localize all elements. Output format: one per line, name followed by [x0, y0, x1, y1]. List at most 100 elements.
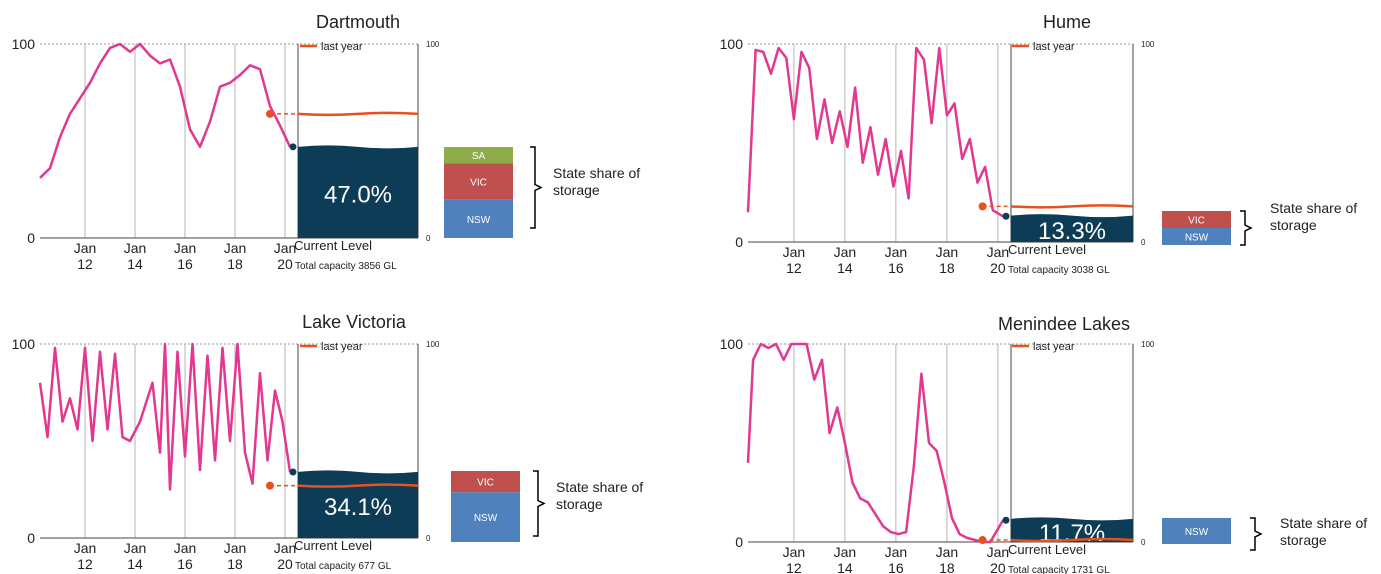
y-tick-label: 0 — [735, 534, 743, 550]
x-tick-label: Jan — [783, 244, 806, 260]
right-tick-label: 100 — [1141, 40, 1155, 49]
x-tick-label: 14 — [837, 260, 853, 276]
legend-label: last year — [321, 41, 363, 53]
right-tick-label: 100 — [1141, 340, 1155, 349]
current-level-value: 47.0% — [324, 181, 392, 208]
x-tick-label: Jan — [834, 244, 857, 260]
state-share-label: NSW — [474, 513, 498, 524]
x-tick-label: 12 — [786, 260, 802, 276]
x-tick-label: 12 — [77, 556, 93, 572]
x-tick-label: Jan — [987, 544, 1010, 560]
right-tick-label: 100 — [426, 340, 440, 349]
x-tick-label: Jan — [274, 540, 297, 556]
last-year-line — [1010, 204, 1134, 209]
y-tick-label: 0 — [735, 234, 743, 250]
history-line — [39, 42, 292, 179]
state-share-caption: storage — [1270, 217, 1317, 233]
state-share-brace — [1240, 210, 1253, 246]
x-tick-label: Jan — [224, 540, 247, 556]
x-tick-label: 16 — [888, 260, 904, 276]
chart-title: Lake Victoria — [302, 312, 407, 332]
state-share-caption: storage — [1280, 532, 1327, 548]
state-share-caption: State share of — [1280, 515, 1367, 531]
x-tick-label: 14 — [127, 256, 143, 272]
x-tick-label: Jan — [885, 544, 908, 560]
right-tick-label: 0 — [1141, 238, 1146, 247]
state-share-caption: storage — [556, 496, 603, 512]
current-level-value: 34.1% — [324, 494, 392, 521]
legend-label: last year — [1033, 41, 1075, 53]
history-line — [38, 342, 292, 491]
current-level-label: Current Level — [1008, 242, 1086, 257]
current-point — [289, 143, 297, 151]
x-tick-label: Jan — [124, 240, 147, 256]
x-tick-label: 20 — [990, 560, 1006, 574]
state-share-caption: State share of — [553, 165, 640, 181]
state-share-label: VIC — [470, 178, 487, 189]
state-share-segment-nsw — [1162, 228, 1231, 245]
right-tick-label: 100 — [426, 40, 440, 49]
state-share-segment-nsw — [451, 492, 520, 542]
x-tick-label: 18 — [227, 556, 243, 572]
state-share-label: NSW — [1185, 233, 1209, 244]
last-year-line — [297, 483, 419, 488]
last-year-line — [1010, 537, 1134, 543]
y-tick-label: 100 — [12, 36, 36, 52]
current-level-label: Current Level — [1008, 542, 1086, 557]
current-point — [1002, 212, 1010, 220]
x-tick-label: Jan — [124, 540, 147, 556]
state-share-label: NSW — [1185, 527, 1209, 538]
y-tick-label: 0 — [27, 230, 35, 246]
state-share-label: VIC — [1188, 216, 1205, 227]
last-year-point — [978, 536, 987, 545]
state-share-segment-nsw — [444, 199, 513, 238]
state-share-segment-vic — [451, 471, 520, 493]
x-tick-label: Jan — [74, 540, 97, 556]
x-tick-label: 16 — [177, 556, 193, 572]
legend-label: last year — [1033, 341, 1075, 353]
total-capacity-label: Total capacity 3856 GL — [295, 261, 397, 272]
y-tick-label: 100 — [720, 36, 744, 52]
state-share-label: VIC — [477, 478, 494, 489]
right-tick-label: 0 — [426, 234, 431, 243]
legend-label: last year — [321, 341, 363, 353]
state-share-brace — [1250, 517, 1263, 551]
x-tick-label: 18 — [939, 560, 955, 574]
x-tick-label: 14 — [837, 560, 853, 574]
x-tick-label: Jan — [783, 544, 806, 560]
state-share-caption: State share of — [1270, 200, 1357, 216]
right-tick-label: 0 — [426, 534, 431, 543]
x-tick-label: 20 — [277, 256, 293, 272]
current-level-fill — [1011, 214, 1133, 242]
x-tick-label: 16 — [888, 560, 904, 574]
y-tick-label: 100 — [12, 336, 36, 352]
chart-panel-2: Hume10001000Jan12Jan14Jan16Jan18Jan2013.… — [720, 12, 1358, 276]
x-tick-label: Jan — [936, 544, 959, 560]
last-year-point — [978, 202, 987, 211]
y-tick-label: 100 — [720, 336, 744, 352]
last-year-point — [266, 481, 274, 490]
state-share-caption: storage — [553, 182, 600, 198]
history-line — [746, 342, 1005, 544]
x-tick-label: Jan — [224, 240, 247, 256]
y-tick-label: 0 — [27, 530, 35, 546]
chart-title: Dartmouth — [316, 12, 400, 32]
x-tick-label: 20 — [277, 556, 293, 572]
x-tick-label: Jan — [274, 240, 297, 256]
chart-title: Hume — [1043, 12, 1091, 32]
chart-panel-4: Menindee Lakes10001000Jan12Jan14Jan16Jan… — [720, 314, 1368, 574]
last-year-point — [266, 109, 274, 118]
history-line — [746, 46, 1004, 218]
total-capacity-label: Total capacity 1731 GL — [1008, 565, 1110, 574]
current-point — [289, 468, 297, 476]
current-level-value: 11.7% — [1039, 520, 1105, 547]
state-share-brace — [533, 470, 546, 537]
current-level-fill — [298, 145, 418, 238]
current-level-label: Current Level — [294, 238, 372, 253]
chart-panel-1: Dartmouth10001000Jan12Jan14Jan16Jan18Jan… — [12, 12, 641, 272]
last-year-line — [297, 111, 419, 117]
state-share-label: NSW — [467, 215, 491, 226]
state-share-label: SA — [472, 151, 486, 162]
x-tick-label: 12 — [786, 560, 802, 574]
